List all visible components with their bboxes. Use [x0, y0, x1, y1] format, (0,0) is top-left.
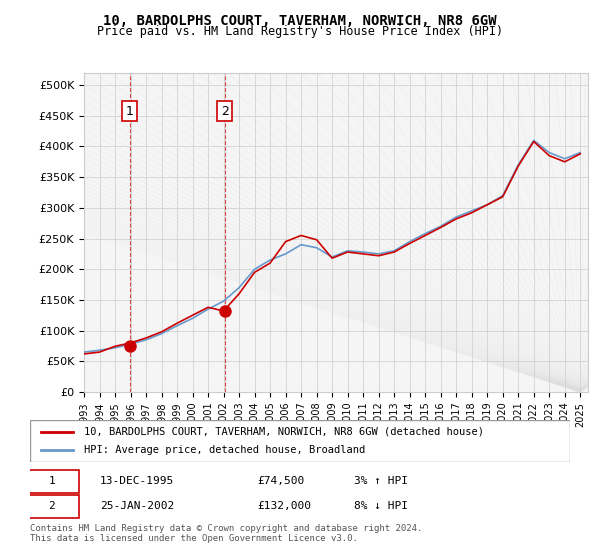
FancyBboxPatch shape	[25, 470, 79, 493]
FancyBboxPatch shape	[25, 495, 79, 517]
Text: 10, BARDOLPHS COURT, TAVERHAM, NORWICH, NR8 6GW (detached house): 10, BARDOLPHS COURT, TAVERHAM, NORWICH, …	[84, 427, 484, 437]
Text: 25-JAN-2002: 25-JAN-2002	[100, 501, 175, 511]
Text: £74,500: £74,500	[257, 477, 304, 487]
Text: £132,000: £132,000	[257, 501, 311, 511]
FancyBboxPatch shape	[30, 420, 570, 462]
Text: 1: 1	[48, 477, 55, 487]
Text: Price paid vs. HM Land Registry's House Price Index (HPI): Price paid vs. HM Land Registry's House …	[97, 25, 503, 38]
Text: 2: 2	[221, 105, 229, 118]
Text: 3% ↑ HPI: 3% ↑ HPI	[354, 477, 408, 487]
Text: 2: 2	[48, 501, 55, 511]
Text: 1: 1	[126, 105, 134, 118]
Text: Contains HM Land Registry data © Crown copyright and database right 2024.
This d: Contains HM Land Registry data © Crown c…	[30, 524, 422, 543]
Text: HPI: Average price, detached house, Broadland: HPI: Average price, detached house, Broa…	[84, 445, 365, 455]
Text: 8% ↓ HPI: 8% ↓ HPI	[354, 501, 408, 511]
Text: 10, BARDOLPHS COURT, TAVERHAM, NORWICH, NR8 6GW: 10, BARDOLPHS COURT, TAVERHAM, NORWICH, …	[103, 14, 497, 28]
Text: 13-DEC-1995: 13-DEC-1995	[100, 477, 175, 487]
